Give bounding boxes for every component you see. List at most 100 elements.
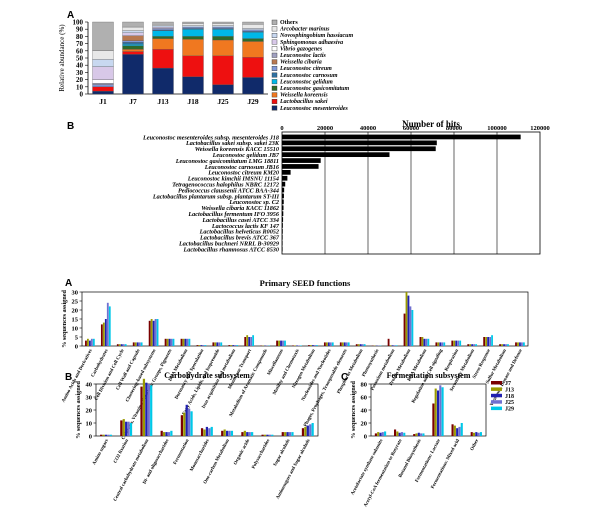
bar-j7 xyxy=(515,342,517,346)
legend-swatch-j7 xyxy=(491,381,502,385)
bar-j13 xyxy=(437,342,440,346)
bar-j7 xyxy=(323,342,326,346)
hits-bar xyxy=(282,246,283,252)
stack-segment-leuconostoc-mesenteroides xyxy=(242,77,264,95)
bar-j25 xyxy=(439,385,442,436)
bar-j18 xyxy=(379,432,382,436)
bar-j29 xyxy=(363,344,366,346)
bar-j29 xyxy=(479,432,482,436)
bar-j18 xyxy=(232,345,235,346)
bar-j18 xyxy=(487,337,490,346)
bar-j7 xyxy=(403,313,406,346)
legend-label-arcobacter-marinus: Arcobacter marinus xyxy=(279,27,330,33)
bar-j29 xyxy=(331,342,334,346)
stack-segment-weissella-koreensis xyxy=(152,38,174,50)
hits-category-label: Leuconostoc citreum KM20 xyxy=(207,170,279,177)
y-tick-label: 40 xyxy=(86,381,93,388)
hits-bar xyxy=(282,223,283,228)
legend-swatch-j18 xyxy=(491,393,502,398)
bar-j13 xyxy=(118,344,121,346)
hits-x-tick-label: 20000 xyxy=(317,125,333,132)
bar-j29 xyxy=(459,340,462,346)
bar-j13 xyxy=(142,378,146,436)
bar-j25 xyxy=(409,306,412,346)
bar-j7 xyxy=(148,320,151,346)
bar-j7 xyxy=(116,344,119,346)
hits-bar xyxy=(282,205,284,211)
bar-j25 xyxy=(458,426,461,436)
bar-j13 xyxy=(278,340,280,346)
legend-swatch-weissella-koreensis xyxy=(271,92,278,98)
bar-j25 xyxy=(170,338,173,346)
bar-j29 xyxy=(188,338,191,346)
stack-segment-weissella-koreensis xyxy=(242,41,264,58)
stack-segment-novosphingobium-hassiacum xyxy=(182,25,204,28)
bar-j18 xyxy=(184,338,187,346)
bar-j7 xyxy=(470,432,473,436)
legend-label-leuconostoc-citreum: Leuconostoc citreum xyxy=(279,66,332,72)
bar-j25 xyxy=(218,342,221,346)
stack-segment-lactobacillus-sakei xyxy=(92,86,114,92)
hits-category-label: Lactobacillus casei ATCC 334 xyxy=(201,217,279,224)
bar-j29 xyxy=(443,342,446,346)
bar-j18 xyxy=(165,432,168,436)
bar-j18 xyxy=(398,432,401,436)
bar-j13 xyxy=(223,429,226,436)
bar-j18 xyxy=(456,428,459,436)
bar-j18 xyxy=(407,295,410,346)
y-tick-label: 70 xyxy=(76,40,84,48)
bar-j7 xyxy=(180,415,183,436)
bar-j29 xyxy=(124,344,127,346)
hits-x-tick-label: 0 xyxy=(280,125,283,132)
stack-segment-arcobacter-marinus xyxy=(92,50,114,60)
bar-j18 xyxy=(327,342,330,346)
bar-j29 xyxy=(315,345,318,346)
bar-j18 xyxy=(266,434,269,436)
bar-j25 xyxy=(250,337,253,346)
bar-j7 xyxy=(140,386,143,436)
bar-j7 xyxy=(276,340,278,346)
bar-j18 xyxy=(152,320,155,346)
stack-segment-leuconostoc-citreum xyxy=(212,26,234,29)
stack-segment-leuconostoc-citreum xyxy=(242,29,264,32)
bar-j13 xyxy=(421,337,424,346)
bar-j7 xyxy=(355,344,358,346)
panel2-label-a: A xyxy=(65,278,72,289)
y-tick-label: 40 xyxy=(361,407,368,414)
hits-category-label: Weissella koreensis KACC 15510 xyxy=(195,146,279,153)
stack-segment-leuconostoc-gasicomitatum xyxy=(212,36,234,41)
legend-swatch-weissella-cibaria xyxy=(271,59,278,65)
bar-j13 xyxy=(377,432,380,436)
legend-label-leuconostoc-gelidum: Leuconostoc gelidum xyxy=(279,79,333,85)
stack-segment-leuconostoc-gelidum xyxy=(152,30,174,37)
bar-j13 xyxy=(182,338,185,346)
bar-j13 xyxy=(102,434,105,436)
stack-segment-leuconostoc-gelidum xyxy=(242,31,264,39)
bar-j25 xyxy=(147,384,150,436)
hits-category-label: Leuconostoc gasicomitatum LMG 18811 xyxy=(175,158,279,165)
bar-j13 xyxy=(284,432,287,436)
stack-segment-leuconostoc-citreum xyxy=(182,26,204,29)
bar-j13 xyxy=(183,412,186,436)
bar-j25 xyxy=(127,421,130,436)
bar-j29 xyxy=(108,306,111,346)
bar-j13 xyxy=(501,344,503,346)
bar-j18 xyxy=(296,345,298,346)
bar-j7 xyxy=(451,340,454,346)
bar-j7 xyxy=(85,340,87,346)
stack-segment-leuconostoc-lactis xyxy=(92,83,114,85)
bar-j13 xyxy=(102,322,105,346)
bar-j13 xyxy=(405,292,408,346)
bar-j7 xyxy=(387,338,390,346)
hits-bar xyxy=(282,134,521,140)
bar-j18 xyxy=(280,340,282,346)
panel2-label-b: B xyxy=(65,372,72,383)
plot-frame xyxy=(370,383,487,437)
bar-j7 xyxy=(483,337,486,346)
bar-j7 xyxy=(281,432,284,436)
y-axis-label: % sequences assigned xyxy=(75,381,82,439)
hits-chart-title: Number of hits xyxy=(402,119,460,129)
legend-swatch-j25 xyxy=(491,400,502,404)
bar-j7 xyxy=(196,345,199,346)
bar-j25 xyxy=(234,345,237,346)
